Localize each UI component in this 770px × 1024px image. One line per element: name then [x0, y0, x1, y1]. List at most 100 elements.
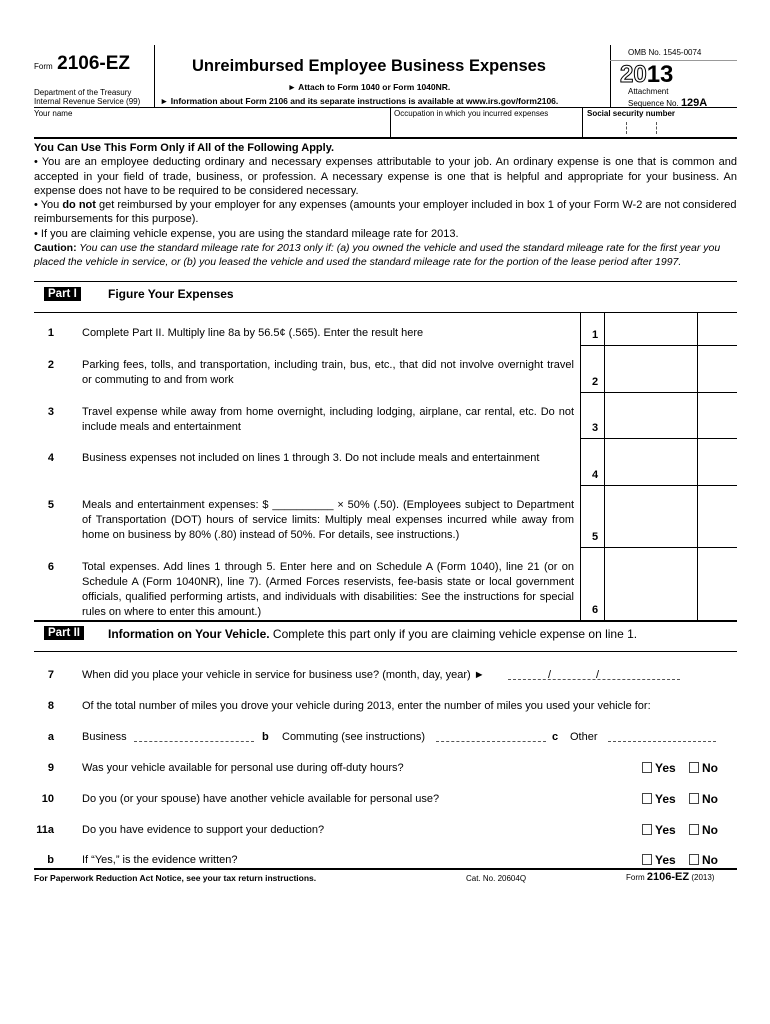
line-number: 11a	[36, 824, 54, 836]
ssn-field[interactable]: Social security number	[587, 109, 737, 137]
line-number: 6	[47, 561, 54, 573]
footer-form: Form 2106-EZ (2013)	[626, 871, 714, 883]
line-number: 5	[47, 499, 54, 511]
occupation-field[interactable]: Occupation in which you incurred expense…	[394, 109, 579, 137]
checkbox-icon	[689, 854, 699, 865]
yes-checkbox[interactable]: Yes	[642, 853, 676, 868]
no-label: No	[702, 761, 718, 775]
yes-checkbox[interactable]: Yes	[642, 761, 676, 776]
line-letter: a	[47, 731, 54, 743]
sequence-number: 129A	[680, 97, 708, 109]
part1-label: Part I	[44, 287, 81, 301]
box-number: 5	[592, 531, 599, 543]
amount-input-2[interactable]	[604, 345, 697, 392]
text: • You	[34, 199, 63, 212]
amount-input-4[interactable]	[604, 438, 697, 485]
question-b: b If “Yes,” is the evidence written? Yes…	[34, 853, 737, 869]
other-label: Other	[570, 731, 598, 743]
caution-label: Caution:	[34, 242, 77, 255]
business-label: Business	[82, 731, 127, 743]
cents-input-6[interactable]	[697, 547, 737, 620]
line-number: 10	[41, 793, 54, 805]
attach-note: ► Attach to Form 1040 or Form 1040NR.	[287, 82, 451, 92]
box-number: 3	[592, 422, 599, 434]
cents-input-5[interactable]	[697, 485, 737, 547]
your-name-field[interactable]: Your name	[34, 109, 389, 137]
caution-text: You can use the standard mileage rate fo…	[34, 242, 721, 269]
no-checkbox[interactable]: No	[689, 761, 718, 776]
form-title: Unreimbursed Employee Business Expenses	[192, 57, 546, 75]
line-7-text: When did you place your vehicle in servi…	[82, 669, 485, 681]
other-miles-input[interactable]	[608, 730, 716, 742]
paperwork-notice: For Paperwork Reduction Act Notice, see …	[34, 873, 317, 883]
question-text: Do you have evidence to support your ded…	[82, 824, 325, 836]
no-checkbox[interactable]: No	[689, 823, 718, 838]
slash: /	[548, 669, 552, 681]
checkbox-icon	[642, 824, 652, 835]
question-11a: 11a Do you have evidence to support your…	[34, 823, 737, 839]
no-checkbox[interactable]: No	[689, 792, 718, 807]
eligibility-item: • You are an employee deducting ordinary…	[34, 156, 737, 197]
department: Department of the Treasury Internal Reven…	[34, 88, 140, 106]
checkbox-icon	[642, 793, 652, 804]
line-text: Parking fees, tolls, and transportation,…	[82, 359, 574, 386]
caution: Caution: You can use the standard mileag…	[34, 241, 737, 270]
text: get reimbursed by your employer for any …	[34, 199, 737, 226]
cents-input-1[interactable]	[697, 313, 737, 345]
part2-label: Part II	[44, 626, 84, 640]
business-miles-input[interactable]	[134, 730, 254, 742]
form-prefix: Form	[34, 62, 53, 71]
line-8-text: Of the total number of miles you drove y…	[82, 700, 651, 712]
slash: /	[596, 669, 600, 681]
occupation-label: Occupation in which you incurred expense…	[394, 109, 549, 118]
year-bold: 13	[646, 61, 674, 88]
question-text: If “Yes,” is the evidence written?	[82, 854, 238, 866]
form-number: Form 2106-EZ	[34, 53, 130, 75]
line-number: 4	[47, 452, 54, 464]
line-text: Total expenses. Add lines 1 through 5. E…	[82, 561, 574, 618]
expense-line-1: 1 Complete Part II. Multiply line 8a by …	[34, 313, 737, 345]
dept-line1: Department of the Treasury	[34, 88, 132, 97]
catalog-number: Cat. No. 20604Q	[466, 874, 527, 883]
your-name-label: Your name	[34, 109, 73, 118]
part2-title: Information on Your Vehicle. Complete th…	[108, 627, 637, 641]
no-checkbox[interactable]: No	[689, 853, 718, 868]
tax-year: 2013	[620, 61, 674, 89]
commuting-miles-input[interactable]	[436, 730, 546, 742]
amount-input-5[interactable]	[604, 485, 697, 547]
question-text: Do you (or your spouse) have another veh…	[82, 793, 440, 805]
line-text: Meals and entertainment expenses: $ ____…	[82, 499, 574, 541]
yes-checkbox[interactable]: Yes	[642, 823, 676, 838]
line-number: 7	[47, 669, 54, 681]
checkbox-icon	[642, 854, 652, 865]
cents-input-4[interactable]	[697, 438, 737, 485]
date-in-service-input[interactable]: / /	[508, 668, 680, 681]
expense-line-3: 3 Travel expense while away from home ov…	[34, 392, 737, 438]
no-label: No	[702, 853, 718, 867]
footer-form-number: 2106-EZ	[646, 871, 690, 883]
amount-input-1[interactable]	[604, 313, 697, 345]
line-number: 1	[47, 327, 54, 339]
expense-line-6: 6 Total expenses. Add lines 1 through 5.…	[34, 547, 737, 620]
year-outline: 20	[620, 61, 648, 89]
yes-label: Yes	[655, 792, 676, 806]
yes-label: Yes	[655, 761, 676, 775]
line-number: 2	[47, 359, 54, 371]
checkbox-icon	[689, 824, 699, 835]
part1-title: Figure Your Expenses	[108, 287, 234, 301]
box-number: 4	[592, 469, 599, 481]
cents-input-2[interactable]	[697, 345, 737, 392]
part2-subtitle: Complete this part only if you are claim…	[272, 627, 638, 641]
line-text: Business expenses not included on lines …	[82, 452, 540, 464]
amount-input-6[interactable]	[604, 547, 697, 620]
attachment-label: Attachment	[628, 87, 669, 96]
omb-number: OMB No. 1545-0074	[628, 48, 702, 57]
yes-checkbox[interactable]: Yes	[642, 792, 676, 807]
line-text: Travel expense while away from home over…	[82, 406, 574, 433]
amount-input-3[interactable]	[604, 392, 697, 438]
eligibility-heading: You Can Use This Form Only if All of the…	[34, 142, 335, 154]
cents-input-3[interactable]	[697, 392, 737, 438]
checkbox-icon	[689, 762, 699, 773]
line-number: 3	[47, 406, 54, 418]
no-label: No	[702, 823, 718, 837]
